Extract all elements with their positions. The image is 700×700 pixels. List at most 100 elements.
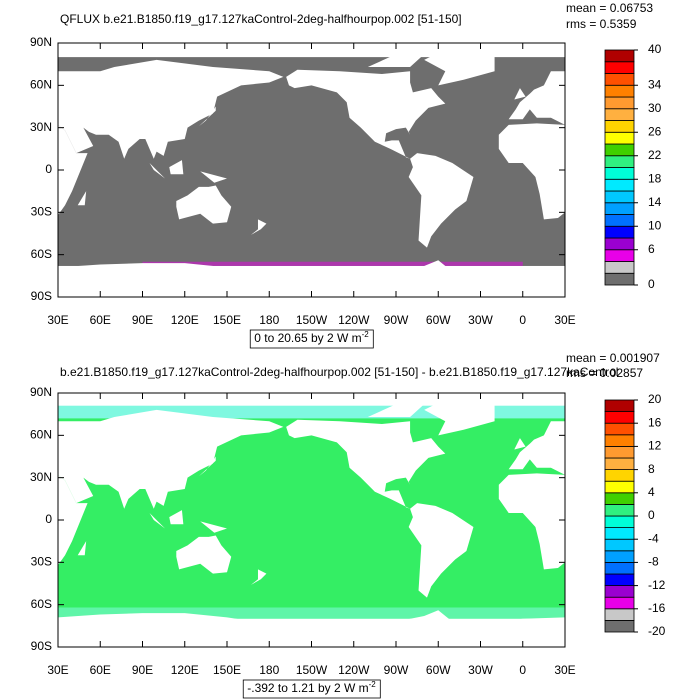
colorbar-box (604, 469, 635, 482)
rms-label: rms = 0.02857 (566, 366, 643, 380)
x-tick-label: 150W (296, 313, 328, 327)
colorbar-label: 12 (648, 439, 662, 453)
colorbar-box (604, 96, 635, 110)
info-box (249, 329, 374, 349)
colorbar-box (604, 492, 635, 505)
colorbar-box (604, 411, 635, 424)
colorbar-box (604, 620, 635, 633)
colorbar-box (604, 399, 635, 413)
colorbar-box (604, 202, 635, 215)
colorbar-label: 8 (648, 462, 655, 476)
colorbar-label: 34 (648, 77, 662, 91)
colorbar-label: 30 (648, 101, 662, 115)
x-tick-label: 120W (338, 663, 370, 677)
colorbar-box (604, 108, 635, 121)
x-tick-label: 30E (47, 313, 68, 327)
y-tick-label: 0 (45, 162, 52, 176)
colorbar-label: 0 (648, 508, 655, 522)
colorbar-label: 22 (648, 148, 662, 162)
y-tick-label: 90S (31, 639, 52, 653)
x-tick-label: 90W (384, 313, 409, 327)
colorbar-box (604, 527, 635, 540)
x-tick-label: 90E (132, 663, 153, 677)
y-tick-label: 30S (31, 205, 52, 219)
colorbar-box (604, 249, 635, 262)
colorbar-box (604, 562, 635, 575)
colorbar-box (604, 178, 635, 192)
colorbar-label: 6 (648, 242, 655, 256)
colorbar-box (604, 237, 635, 251)
y-tick-label: 90N (30, 385, 52, 399)
colorbar-label: 26 (648, 124, 662, 138)
x-tick-label: 30W (468, 663, 493, 677)
mean-label: mean = 0.06753 (566, 1, 653, 15)
colorbar-label: 14 (648, 195, 662, 209)
colorbar-box (604, 538, 635, 552)
x-tick-label: 30E (554, 663, 575, 677)
y-tick-label: 60S (31, 247, 52, 261)
colorbar-box (604, 84, 635, 98)
map (58, 43, 565, 297)
colorbar-box (604, 422, 635, 436)
colorbar-box (604, 155, 635, 168)
colorbar-box (604, 585, 635, 598)
colorbar-label: 4 (648, 485, 655, 499)
x-tick-label: 150E (213, 313, 241, 327)
y-tick-label: 60S (31, 597, 52, 611)
colorbar-label: -8 (648, 555, 659, 569)
y-tick-label: 90N (30, 35, 52, 49)
x-tick-label: 90W (384, 663, 409, 677)
x-tick-label: 90E (132, 313, 153, 327)
y-tick-label: 30N (30, 120, 52, 134)
x-tick-label: 180 (259, 313, 279, 327)
x-tick-label: 0 (519, 313, 526, 327)
colorbar-box (604, 49, 635, 63)
colorbar-label: -16 (648, 601, 666, 615)
x-tick-label: 30W (468, 313, 493, 327)
colorbar-box (604, 434, 635, 447)
x-tick-label: 120E (171, 313, 199, 327)
colorbar-box (604, 457, 635, 471)
colorbar-box (604, 73, 635, 86)
colorbar-box (604, 515, 635, 529)
colorbar-box (604, 480, 635, 494)
x-tick-label: 120E (171, 663, 199, 677)
info-text: 0 to 20.65 by 2 W m (254, 331, 361, 345)
info-label: 0 to 20.65 by 2 W m-2 (254, 330, 369, 345)
colorbar-label: -20 (648, 624, 666, 638)
y-tick-label: 90S (31, 289, 52, 303)
colorbar-box (604, 120, 635, 133)
x-tick-label: 60E (90, 313, 111, 327)
colorbar-box (604, 61, 635, 74)
x-tick-label: 180 (259, 663, 279, 677)
x-tick-label: 0 (519, 663, 526, 677)
map (58, 393, 565, 647)
ocean-edge (58, 607, 565, 619)
y-tick-label: 60N (30, 428, 52, 442)
colorbar-label: 20 (648, 392, 662, 406)
colorbar-label: -12 (648, 578, 666, 592)
x-tick-label: 150W (296, 663, 328, 677)
x-tick-label: 30E (47, 663, 68, 677)
colorbar-label: 18 (648, 171, 662, 185)
ocean-edge (142, 261, 523, 266)
colorbar-box (604, 503, 635, 517)
info-label: -.392 to 1.21 by 2 W m-2 (247, 680, 376, 695)
info-exponent: -2 (369, 680, 377, 689)
mean-label: mean = 0.001907 (566, 351, 660, 365)
map-title: b.e21.B1850.f19_g17.127kaControl-2deg-ha… (60, 365, 618, 379)
colorbar-label: 10 (648, 218, 662, 232)
colorbar-box (604, 596, 635, 610)
y-tick-label: 30N (30, 470, 52, 484)
colorbar-box (604, 261, 635, 274)
colorbar-label: 40 (648, 42, 662, 56)
colorbar-box (604, 131, 635, 145)
colorbar-box (604, 225, 635, 239)
colorbar-box (604, 445, 635, 459)
rms-label: rms = 0.5359 (566, 17, 637, 31)
x-tick-label: 60W (426, 313, 451, 327)
x-tick-label: 60E (90, 663, 111, 677)
colorbar-box (604, 272, 635, 286)
x-tick-label: 60W (426, 663, 451, 677)
info-exponent: -2 (362, 330, 370, 339)
